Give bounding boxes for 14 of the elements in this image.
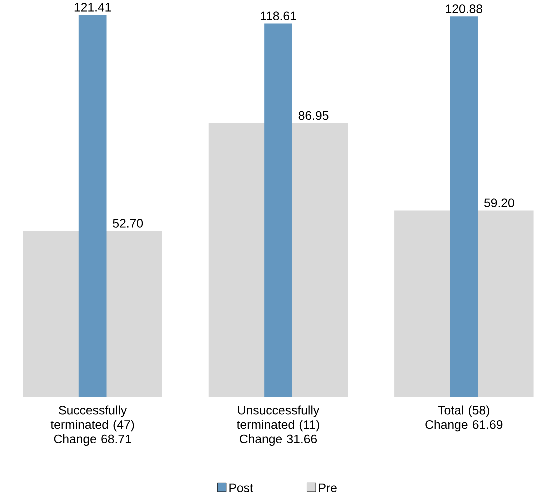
bar [78,14,107,397]
data-label: 118.61 [261,12,296,20]
x-tick-label: Successfully terminated (47) Change 68.71 [50,406,134,446]
data-label: 121.41 [74,2,112,12]
legend-label: Pre [319,484,337,492]
legend-label: Post [230,484,254,492]
bar [264,24,292,397]
data-label: 59.20 [484,198,514,208]
x-tick-label: Total (58) Change 61.69 [426,406,503,432]
data-label: 52.70 [113,219,144,228]
x-tick-label: Unsuccessfully terminated (11) Change 31.66 [237,406,320,446]
bar [450,16,478,397]
data-label: 86.95 [298,111,329,120]
data-label: 120.88 [446,4,482,14]
